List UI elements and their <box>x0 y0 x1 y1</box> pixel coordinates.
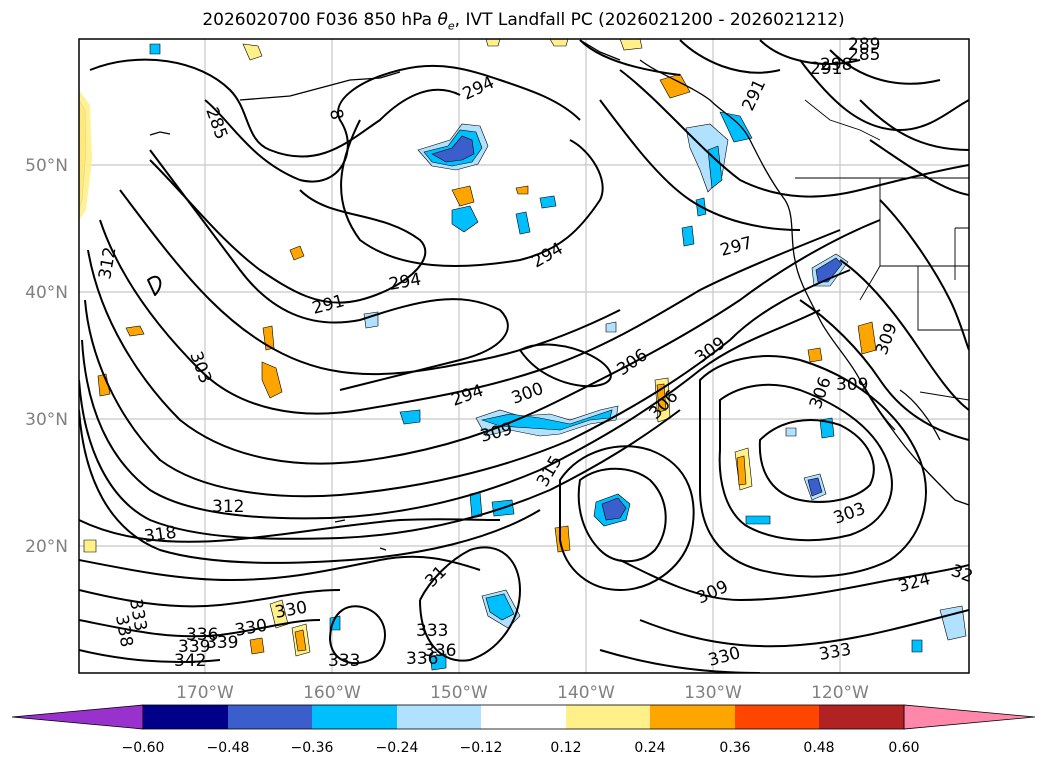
contour-label: 285 <box>848 45 880 65</box>
colorbar-segment <box>819 705 904 729</box>
colorbar-segment <box>481 705 566 729</box>
latitude-labels: 50°N 40°N 30°N 20°N <box>25 156 68 557</box>
contour-label: 8 <box>325 107 347 121</box>
colorbar-tick-label: −0.48 <box>207 740 250 756</box>
lon-label-160w: 160°W <box>303 683 361 703</box>
political-borders <box>795 99 969 401</box>
contour-label: 309 <box>836 375 868 395</box>
contour-label: 318 <box>143 523 178 547</box>
colorbar-tick-label: 0.12 <box>550 740 581 756</box>
colorbar-tick-label: 0.60 <box>888 740 919 756</box>
colorbar-segment <box>735 705 819 729</box>
colorbar-segment <box>650 705 735 729</box>
theta-e-contours <box>79 39 969 673</box>
colorbar-tick-label: 0.48 <box>803 740 834 756</box>
lon-label-140w: 140°W <box>557 683 615 703</box>
colorbar-tick-label: 0.36 <box>719 740 750 756</box>
contour-label: 289 <box>848 35 880 55</box>
colorbar-extend-left <box>11 704 144 730</box>
lon-label-150w: 150°W <box>430 683 488 703</box>
colorbar-ticks: −0.60 −0.48 −0.36 −0.24 −0.12 0.12 0.24 … <box>122 740 920 756</box>
lat-label-30n: 30°N <box>25 410 68 430</box>
lat-label-40n: 40°N <box>25 283 68 303</box>
contour-label: 342 <box>174 651 206 671</box>
lat-label-50n: 50°N <box>25 156 68 176</box>
map-border <box>78 38 970 674</box>
contour-label: 339 <box>206 633 238 653</box>
lon-label-130w: 130°W <box>684 683 742 703</box>
colorbar-segment <box>566 705 650 729</box>
lon-label-120w: 120°W <box>811 683 869 703</box>
contour-label: 333 <box>416 621 448 641</box>
colorbar-tick-label: −0.24 <box>376 740 419 756</box>
colorbar-tick-label: −0.60 <box>122 740 165 756</box>
contour-label: 336 <box>424 641 456 661</box>
colorbar-segment <box>228 705 312 729</box>
lat-label-20n: 20°N <box>25 537 68 557</box>
pc-filled-regions <box>79 39 967 671</box>
colorbar-segment <box>143 705 228 729</box>
lon-label-170w: 170°W <box>176 683 234 703</box>
contour-label: 336 <box>406 649 438 669</box>
coastlines <box>149 39 969 551</box>
contour-label: 336 <box>186 625 218 645</box>
colorbar: −0.60 −0.48 −0.36 −0.24 −0.12 0.12 0.24 … <box>11 704 1036 756</box>
colorbar-segment <box>397 705 481 729</box>
colorbar-tick-label: −0.36 <box>291 740 334 756</box>
colorbar-segment <box>312 705 397 729</box>
colorbar-tick-label: 0.24 <box>634 740 665 756</box>
contour-label: 291 <box>810 59 842 79</box>
contour-label: 339 <box>178 637 210 657</box>
colorbar-outline <box>142 704 905 730</box>
colorbar-tick-label: −0.12 <box>460 740 503 756</box>
plot-title: 2026020700 F036 850 hPa θe, IVT Landfall… <box>202 10 845 33</box>
colorbar-extend-right <box>903 704 1036 730</box>
gridlines <box>79 39 969 673</box>
contour-label: 312 <box>212 497 244 517</box>
contour-label: 298 <box>820 55 852 75</box>
contour-label: 333 <box>328 651 360 671</box>
longitude-labels: 170°W 160°W 150°W 140°W 130°W 120°W <box>176 683 869 703</box>
